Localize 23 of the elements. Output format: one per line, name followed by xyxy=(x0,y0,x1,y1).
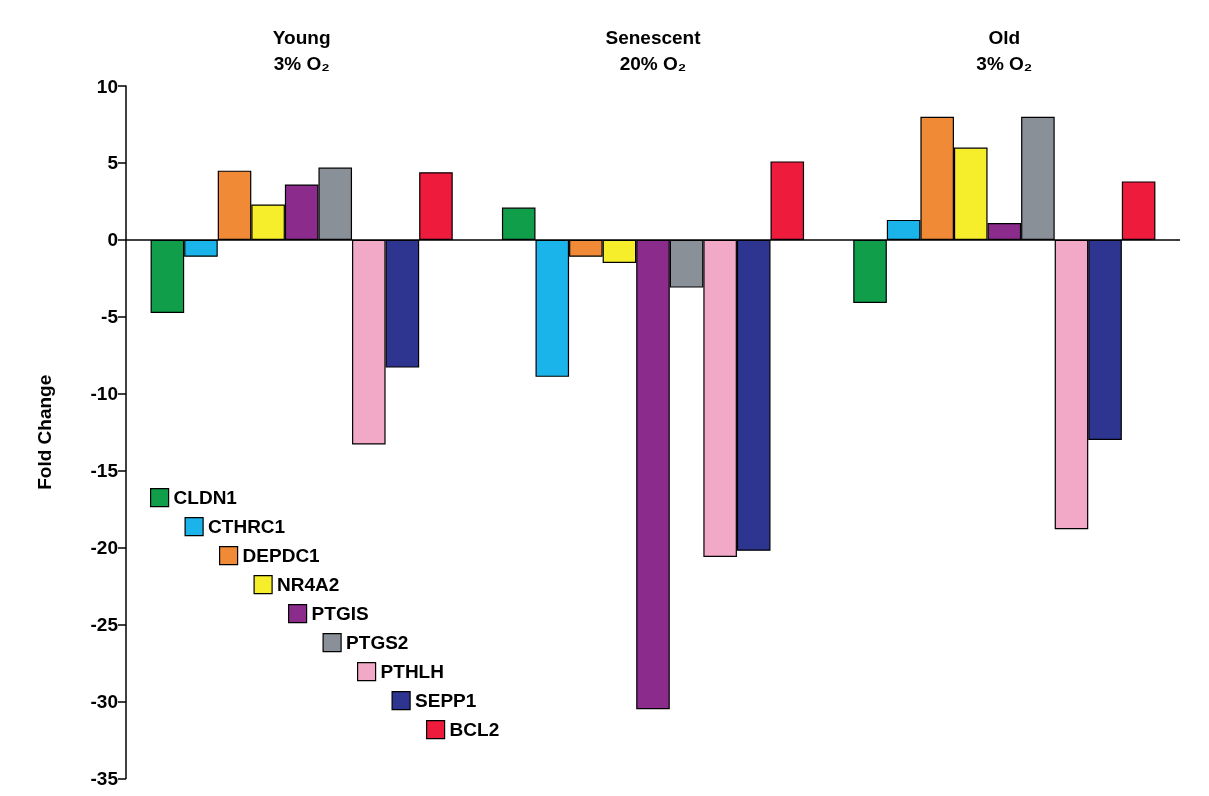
y-tick-label: 10 xyxy=(96,75,118,97)
legend-label: DEPDC1 xyxy=(242,545,321,567)
y-tick-label: -35 xyxy=(90,768,119,789)
y-tick-label: 5 xyxy=(107,152,119,174)
legend-label: NR4A2 xyxy=(277,574,340,596)
legend-label: PTGIS xyxy=(311,603,369,625)
y-axis-title: Fold Change xyxy=(34,374,55,490)
y-tick-label: -15 xyxy=(90,460,119,482)
y-tick-label: -20 xyxy=(90,537,118,559)
x-tick-label: Old 3% O₂ xyxy=(976,26,1033,74)
legend-label: SEPP1 xyxy=(415,690,477,712)
y-tick-label: 0 xyxy=(107,229,118,251)
y-tick-label: -5 xyxy=(101,306,119,328)
legend-label: CTHRC1 xyxy=(208,516,286,538)
legend-label: BCL2 xyxy=(449,719,500,741)
legend-label: PTGS2 xyxy=(346,632,409,654)
y-tick-label: -30 xyxy=(90,691,118,713)
legend-label: CLDN1 xyxy=(173,487,238,509)
x-tick-label: Senescent 20% O₂ xyxy=(605,26,702,74)
x-tick-label: Young 3% O₂ xyxy=(272,26,331,74)
y-tick-label: -10 xyxy=(90,383,118,405)
legend-label: PTHLH xyxy=(380,661,444,683)
y-tick-label: -25 xyxy=(90,614,119,636)
